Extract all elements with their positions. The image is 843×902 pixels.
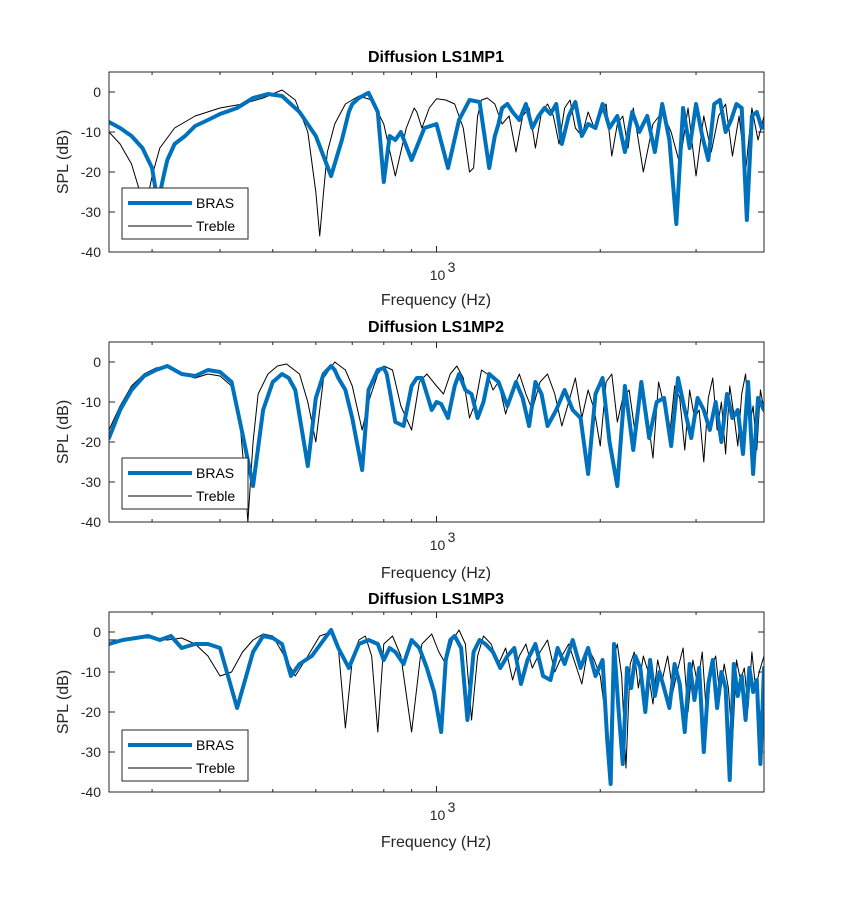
chart-title: Diffusion LS1MP1 (368, 49, 504, 66)
y-tick-label: -40 (81, 784, 101, 800)
x-tick-label: 10 (430, 537, 446, 553)
axes-frame (108, 611, 765, 793)
legend-box (121, 457, 249, 510)
legend-label-treble: Treble (196, 488, 235, 504)
x-tick-label: 10 (430, 807, 446, 823)
legend-box (121, 187, 249, 240)
x-axis-label: Frequency (Hz) (381, 292, 491, 309)
subplot-ls1mp1: Diffusion LS1MP1 Frequency (Hz) SPL (dB)… (55, 49, 765, 309)
legend: BRAS Treble (121, 457, 249, 510)
y-tick-label: 0 (93, 624, 101, 640)
tick-layer: 0 -10 -20 -30 -40 10 3 (81, 72, 764, 283)
y-tick-label: -20 (81, 164, 101, 180)
x-axis-label: Frequency (Hz) (381, 834, 491, 851)
tick-layer: 0 -10 -20 -30 -40 10 3 (81, 612, 764, 823)
y-tick-label: -20 (81, 704, 101, 720)
x-tick-label: 10 (430, 267, 446, 283)
series-line-bras (109, 364, 764, 488)
axes-frame (108, 341, 765, 523)
subplot-ls1mp2: Diffusion LS1MP2 Frequency (Hz) SPL (dB)… (55, 319, 765, 582)
legend-label-bras: BRAS (196, 465, 234, 481)
chart-title: Diffusion LS1MP3 (368, 591, 504, 608)
legend-label-treble: Treble (196, 760, 235, 776)
x-tick-label-exponent: 3 (448, 799, 456, 815)
legend-box (121, 729, 249, 782)
x-tick-label-exponent: 3 (448, 529, 456, 545)
chart-title: Diffusion LS1MP2 (368, 319, 504, 336)
legend-label-bras: BRAS (196, 195, 234, 211)
y-tick-label: -30 (81, 744, 101, 760)
series-layer (109, 89, 764, 237)
y-axis-label: SPL (dB) (55, 670, 72, 734)
legend: BRAS Treble (121, 729, 249, 782)
y-tick-label: 0 (93, 84, 101, 100)
series-layer (109, 361, 764, 522)
y-tick-label: -10 (81, 664, 101, 680)
y-tick-label: -40 (81, 514, 101, 530)
y-tick-label: -10 (81, 394, 101, 410)
x-axis-label: Frequency (Hz) (381, 565, 491, 582)
tick-layer: 0 -10 -20 -30 -40 10 3 (81, 342, 764, 553)
y-tick-label: -30 (81, 204, 101, 220)
subplot-ls1mp3: Diffusion LS1MP3 Frequency (Hz) SPL (dB)… (55, 591, 765, 851)
y-axis-label: SPL (dB) (55, 400, 72, 464)
y-tick-label: 0 (93, 354, 101, 370)
y-tick-label: -30 (81, 474, 101, 490)
series-line-bras (109, 628, 764, 786)
y-tick-label: -10 (81, 124, 101, 140)
series-line-bras (109, 90, 764, 226)
legend-label-bras: BRAS (196, 737, 234, 753)
y-tick-label: -20 (81, 434, 101, 450)
series-layer (109, 628, 764, 786)
y-axis-label: SPL (dB) (55, 130, 72, 194)
x-tick-label-exponent: 3 (448, 259, 456, 275)
y-tick-label: -40 (81, 244, 101, 260)
axes-frame (108, 71, 765, 253)
legend: BRAS Treble (121, 187, 249, 240)
legend-label-treble: Treble (196, 218, 235, 234)
